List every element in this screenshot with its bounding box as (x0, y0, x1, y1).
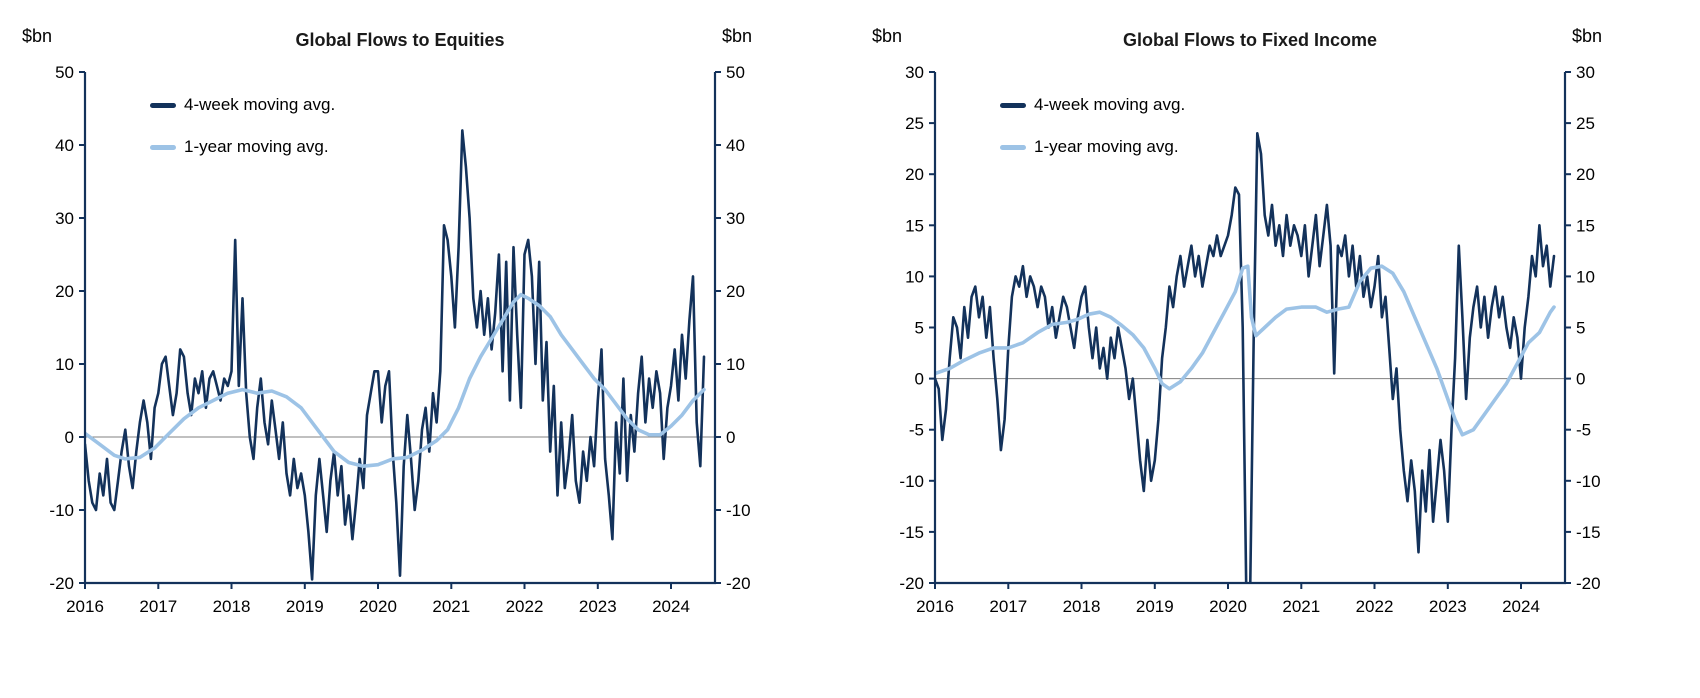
svg-text:-5: -5 (909, 421, 924, 440)
svg-text:20: 20 (55, 282, 74, 301)
svg-text:0: 0 (915, 370, 924, 389)
svg-text:5: 5 (1576, 319, 1585, 338)
legend-swatch-4-week (150, 102, 176, 108)
svg-text:10: 10 (905, 267, 924, 286)
svg-text:-20: -20 (1576, 574, 1601, 593)
svg-text:2023: 2023 (579, 597, 617, 616)
svg-text:10: 10 (1576, 267, 1595, 286)
svg-text:0: 0 (726, 428, 735, 447)
svg-text:10: 10 (55, 355, 74, 374)
legend-swatch-1-year (150, 144, 176, 150)
svg-text:2022: 2022 (1356, 597, 1394, 616)
y-axis-unit-left: $bn (22, 26, 53, 46)
svg-text:40: 40 (726, 136, 745, 155)
svg-text:-20: -20 (899, 574, 924, 593)
svg-text:2019: 2019 (1136, 597, 1174, 616)
legend-item-1-year: 1-year moving avg. (150, 134, 335, 160)
svg-text:2017: 2017 (989, 597, 1027, 616)
svg-text:2022: 2022 (506, 597, 544, 616)
svg-text:25: 25 (1576, 114, 1595, 133)
svg-text:-10: -10 (1576, 472, 1601, 491)
legend-item-4-week: 4-week moving avg. (1000, 92, 1185, 118)
svg-text:-5: -5 (1576, 421, 1591, 440)
svg-text:20: 20 (1576, 165, 1595, 184)
svg-text:2017: 2017 (139, 597, 177, 616)
legend-label-4-week: 4-week moving avg. (184, 95, 336, 114)
svg-text:2024: 2024 (1502, 597, 1540, 616)
svg-text:2024: 2024 (652, 597, 690, 616)
svg-text:30: 30 (726, 209, 745, 228)
legend-equities: 4-week moving avg. 1-year moving avg. (150, 92, 335, 176)
svg-text:-10: -10 (899, 472, 924, 491)
svg-text:-15: -15 (899, 523, 924, 542)
svg-text:-20: -20 (726, 574, 751, 593)
svg-text:5: 5 (915, 319, 924, 338)
legend-swatch-1-year (1000, 144, 1026, 150)
y-axis-unit-right: $bn (1572, 26, 1603, 46)
svg-text:50: 50 (726, 63, 745, 82)
y-axis-unit-left: $bn (872, 26, 903, 46)
svg-text:2016: 2016 (66, 597, 104, 616)
legend-label-4-week: 4-week moving avg. (1034, 95, 1186, 114)
svg-text:20: 20 (726, 282, 745, 301)
svg-text:2018: 2018 (1063, 597, 1101, 616)
svg-text:2021: 2021 (1282, 597, 1320, 616)
svg-text:25: 25 (905, 114, 924, 133)
svg-text:30: 30 (905, 63, 924, 82)
chart-title-fixed-income: Global Flows to Fixed Income (1122, 30, 1378, 50)
svg-text:2018: 2018 (213, 597, 251, 616)
legend-item-1-year: 1-year moving avg. (1000, 134, 1185, 160)
legend-label-1-year: 1-year moving avg. (1034, 137, 1179, 156)
svg-text:10: 10 (726, 355, 745, 374)
svg-text:40: 40 (55, 136, 74, 155)
y-axis-unit-right: $bn (722, 26, 753, 46)
svg-text:-15: -15 (1576, 523, 1601, 542)
legend-fixed-income: 4-week moving avg. 1-year moving avg. (1000, 92, 1185, 176)
svg-text:0: 0 (1576, 370, 1585, 389)
legend-label-1-year: 1-year moving avg. (184, 137, 329, 156)
svg-text:-20: -20 (49, 574, 74, 593)
svg-text:15: 15 (905, 216, 924, 235)
svg-text:15: 15 (1576, 216, 1595, 235)
chart-global-flows-equities: $bn Global Flows to Equities $bn -20 -20 -… (22, 26, 753, 616)
svg-text:30: 30 (1576, 63, 1595, 82)
svg-text:2020: 2020 (1209, 597, 1247, 616)
svg-text:2020: 2020 (359, 597, 397, 616)
svg-text:2021: 2021 (432, 597, 470, 616)
legend-swatch-4-week (1000, 102, 1026, 108)
chart-title-equities: Global Flows to Equities (295, 30, 505, 50)
svg-text:2016: 2016 (916, 597, 954, 616)
svg-text:20: 20 (905, 165, 924, 184)
svg-text:50: 50 (55, 63, 74, 82)
svg-text:-10: -10 (49, 501, 74, 520)
svg-text:0: 0 (65, 428, 74, 447)
svg-text:-10: -10 (726, 501, 751, 520)
svg-text:2019: 2019 (286, 597, 324, 616)
chart-global-flows-fixed-income: $bn Global Flows to Fixed Income $bn -20… (850, 0, 1700, 698)
legend-item-4-week: 4-week moving avg. (150, 92, 335, 118)
svg-text:30: 30 (55, 209, 74, 228)
svg-text:2023: 2023 (1429, 597, 1467, 616)
